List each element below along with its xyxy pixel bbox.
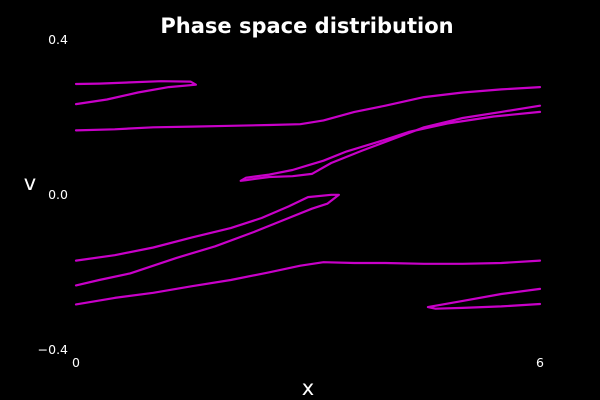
x-tick-label-end: 6 <box>536 355 544 370</box>
x-tick-label-start: 0 <box>72 355 80 370</box>
y-tick-label-middle: 0.0 <box>48 187 68 202</box>
x-axis-label: x <box>302 376 314 400</box>
y-axis-label: v <box>24 171 36 195</box>
y-tick-label-bottom: −0.4 <box>38 342 68 357</box>
chart-title: Phase space distribution <box>160 14 453 38</box>
y-tick-label-top: 0.4 <box>48 32 68 47</box>
